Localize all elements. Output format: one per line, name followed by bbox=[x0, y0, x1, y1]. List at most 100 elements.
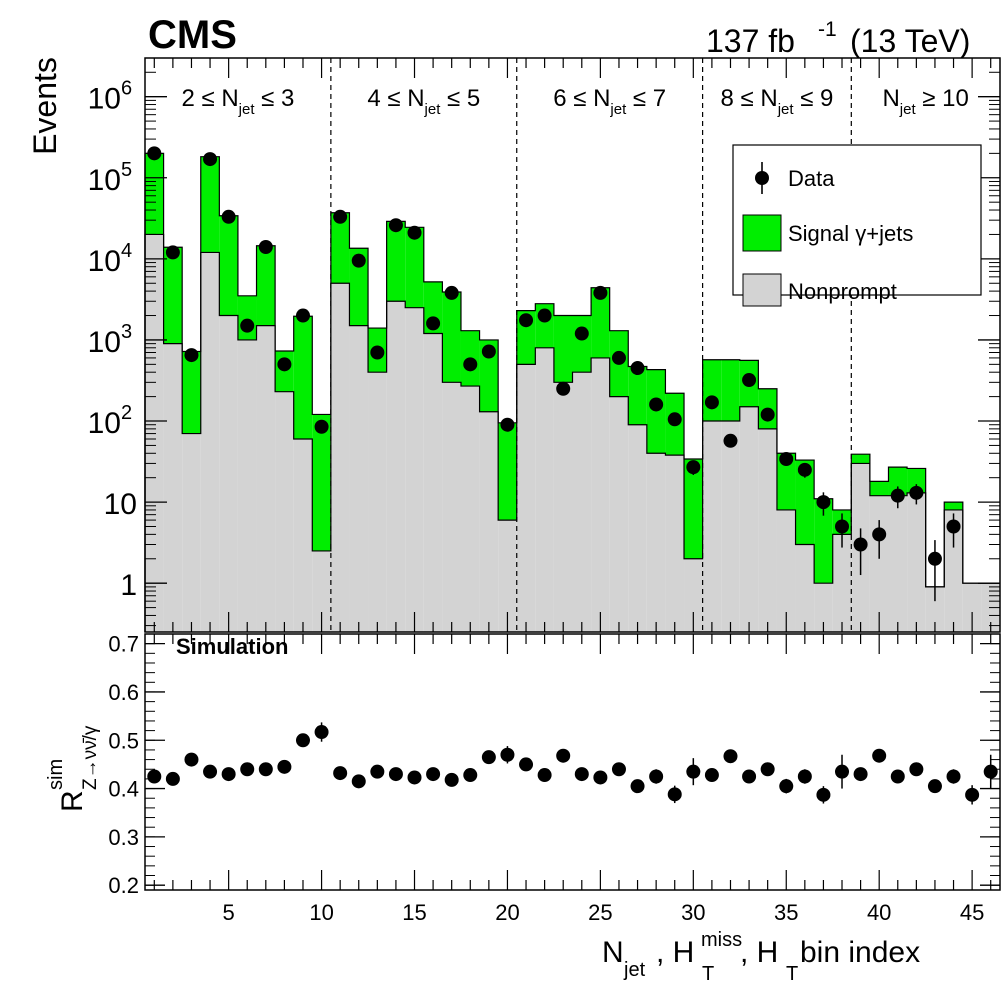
signal-bar-39 bbox=[851, 454, 870, 464]
nonprompt-bar-2 bbox=[163, 343, 183, 632]
top-panel: 2 ≤ Njet ≤ 3 4 ≤ Njet ≤ 5 6 ≤ Njet ≤ 7 8 ≤ … bbox=[88, 57, 1001, 633]
x-axis-title: N jet , H T miss , H T bin index bbox=[602, 929, 920, 985]
data-point-23 bbox=[556, 381, 571, 396]
x-tick-label-2: 15 bbox=[402, 900, 426, 925]
signal-bar-3 bbox=[182, 351, 201, 434]
nonprompt-bar-13 bbox=[368, 372, 387, 632]
nonprompt-bar-10 bbox=[312, 550, 331, 632]
signal-bar-7 bbox=[256, 245, 276, 326]
data-point-21 bbox=[519, 313, 534, 328]
data-point-7 bbox=[258, 240, 273, 255]
data-point-43 bbox=[927, 551, 942, 566]
y-tick-exp-4: 4 bbox=[121, 240, 132, 262]
ratio-point-25 bbox=[593, 770, 608, 785]
ratio-point-35 bbox=[779, 779, 794, 794]
y-tick-exp-6: 6 bbox=[121, 78, 132, 100]
nonprompt-outline bbox=[144, 233, 1000, 632]
nonprompt-bar-36 bbox=[795, 544, 815, 632]
ratio-point-3 bbox=[184, 752, 199, 767]
ratio-frame bbox=[144, 633, 1001, 891]
nonprompt-bar-41 bbox=[888, 495, 908, 632]
signal-bar-15 bbox=[405, 227, 424, 308]
x-title-h1: , H bbox=[656, 936, 694, 969]
ratio-point-5 bbox=[221, 767, 236, 782]
data-point-40 bbox=[872, 527, 887, 542]
nonprompt-bar-26 bbox=[609, 396, 629, 632]
ratio-point-29 bbox=[667, 787, 682, 802]
ratio-point-7 bbox=[258, 762, 273, 777]
signal-bar-42 bbox=[907, 468, 926, 493]
ratio-point-12 bbox=[351, 774, 366, 789]
data-point-24 bbox=[574, 326, 589, 341]
legend: Data Signal γ+jets Nonprompt bbox=[732, 144, 982, 307]
top-frame bbox=[144, 57, 1001, 633]
data-point-36 bbox=[797, 462, 812, 477]
nonprompt-bar-28 bbox=[646, 453, 666, 632]
x-title-miss: miss bbox=[701, 929, 742, 951]
signal-bar-8 bbox=[275, 351, 294, 392]
ratio-point-43 bbox=[927, 779, 942, 794]
data-point-22 bbox=[537, 308, 552, 323]
ratio-point-2 bbox=[165, 771, 180, 786]
nonprompt-bar-40 bbox=[869, 495, 889, 632]
x-tick-label-0: 5 bbox=[223, 900, 235, 925]
data-point-37 bbox=[816, 495, 831, 510]
ratio-point-4 bbox=[203, 764, 218, 779]
ratio-y-title-main: R bbox=[56, 790, 89, 812]
ratio-point-9 bbox=[295, 733, 310, 748]
ratio-point-41 bbox=[890, 769, 905, 784]
nonprompt-bar-14 bbox=[386, 301, 406, 632]
y-axis-title-events: Events bbox=[27, 57, 63, 155]
ratio-point-21 bbox=[519, 757, 534, 772]
signal-bar-31 bbox=[702, 359, 722, 422]
signal-bar-37 bbox=[814, 498, 833, 584]
data-point-13 bbox=[370, 345, 385, 360]
y-tick-label-1: 10 bbox=[104, 488, 137, 521]
data-point-3 bbox=[184, 348, 199, 363]
signal-bar-17 bbox=[442, 292, 461, 383]
ratio-point-45 bbox=[965, 787, 980, 802]
nonprompt-bar-38 bbox=[832, 534, 852, 632]
signal-bar-11 bbox=[330, 212, 350, 284]
data-point-30 bbox=[686, 460, 701, 475]
data-point-38 bbox=[835, 519, 850, 534]
signal-bar-40 bbox=[869, 481, 889, 496]
y-tick-exp-2: 2 bbox=[121, 402, 132, 424]
ratio-point-20 bbox=[500, 747, 515, 762]
x-tick-label-5: 30 bbox=[681, 900, 705, 925]
nonprompt-bar-32 bbox=[721, 421, 740, 632]
signal-bar-20 bbox=[498, 422, 517, 521]
nonprompt-bar-30 bbox=[684, 558, 703, 632]
signal-bar-4 bbox=[200, 156, 220, 253]
signal-bar-36 bbox=[795, 460, 815, 545]
signal-bar-10 bbox=[312, 414, 331, 551]
ratio-point-34 bbox=[760, 762, 775, 777]
ratio-y-title-sub: Z→νν̄/γ bbox=[80, 725, 101, 790]
nonprompt-bar-21 bbox=[516, 364, 536, 632]
data-point-14 bbox=[388, 218, 403, 233]
nonprompt-bar-5 bbox=[219, 315, 238, 632]
y-tick-exp-5: 5 bbox=[121, 159, 132, 181]
ratio-point-37 bbox=[816, 787, 831, 802]
ratio-y-tick-label-5: 0.7 bbox=[108, 632, 139, 657]
ratio-point-30 bbox=[686, 764, 701, 779]
y-tick-label-0: 1 bbox=[120, 569, 137, 602]
legend-data-label: Data bbox=[788, 166, 835, 191]
nonprompt-bar-20 bbox=[498, 520, 517, 632]
signal-bar-32 bbox=[721, 359, 740, 422]
nonprompt-bar-6 bbox=[237, 339, 257, 632]
region-label-3: 8 ≤ Njet ≤ 9 bbox=[721, 85, 834, 118]
nonprompt-bar-7 bbox=[256, 325, 276, 632]
data-point-16 bbox=[426, 316, 441, 331]
nonprompt-bar-25 bbox=[591, 357, 610, 632]
ratio-point-36 bbox=[797, 769, 812, 784]
ratio-point-10 bbox=[314, 725, 329, 740]
data-point-11 bbox=[333, 209, 348, 224]
signal-bar-35 bbox=[776, 453, 796, 510]
nonprompt-bar-3 bbox=[182, 433, 201, 632]
signal-bar-19 bbox=[479, 339, 499, 412]
nonprompt-bar-35 bbox=[776, 509, 796, 632]
data-point-41 bbox=[890, 488, 905, 503]
signal-bar-28 bbox=[646, 369, 666, 454]
